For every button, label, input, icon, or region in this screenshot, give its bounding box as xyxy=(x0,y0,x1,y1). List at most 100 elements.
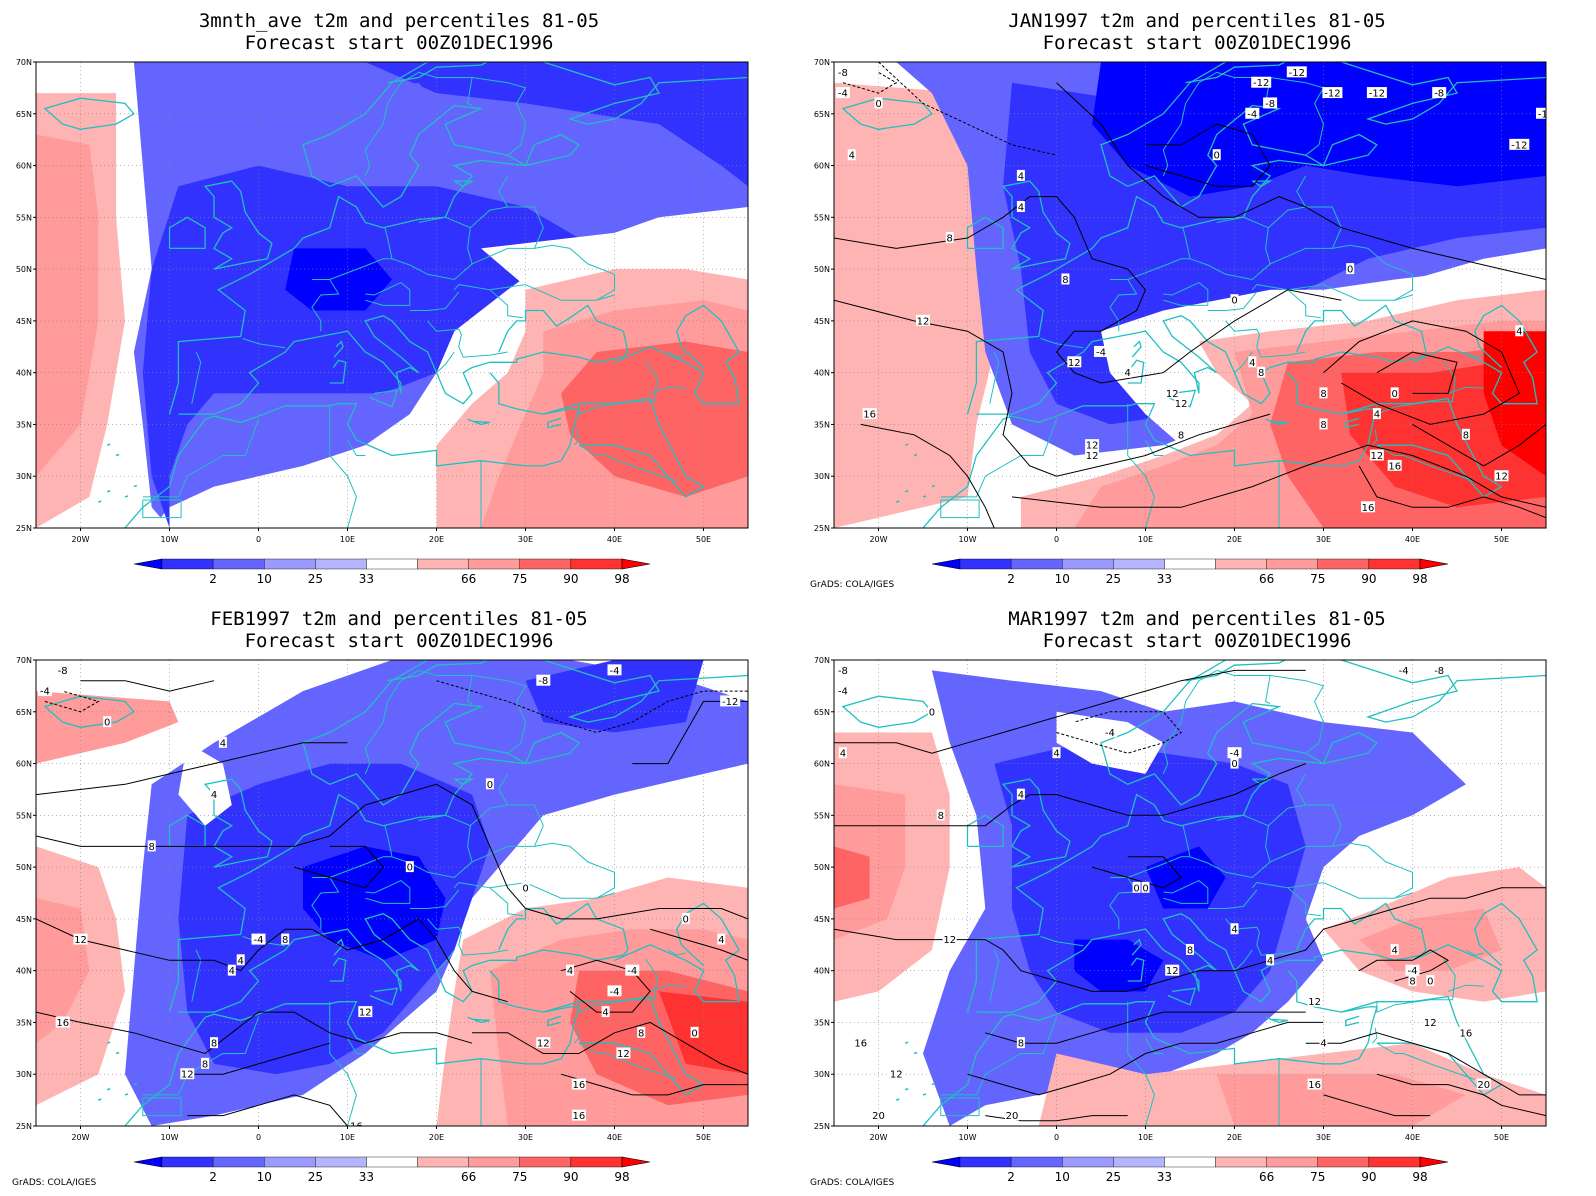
contour-label: 12 xyxy=(1175,399,1188,410)
lat-tick-label: 65N xyxy=(16,708,32,717)
contour-label: 12 xyxy=(181,1070,194,1081)
border-line xyxy=(329,1001,357,1126)
border-line xyxy=(1189,216,1271,281)
coastline xyxy=(922,372,1378,528)
contour-label-bg xyxy=(1177,428,1186,440)
coastline xyxy=(453,180,475,188)
contour-label-bg xyxy=(835,664,850,676)
contour-label: 4 xyxy=(1267,956,1273,967)
border-line xyxy=(574,1027,580,1044)
contour-label-bg xyxy=(835,685,850,697)
contour-line xyxy=(834,299,1271,477)
contour-label: 8 xyxy=(1320,389,1326,400)
contour-label: 0 xyxy=(691,1028,697,1039)
border-line xyxy=(365,880,411,904)
lon-tick-label: 50E xyxy=(696,1133,711,1142)
coastline xyxy=(387,660,748,723)
lon-tick-label: 20E xyxy=(429,1133,444,1142)
contour-line xyxy=(834,887,1546,992)
island xyxy=(124,1093,129,1096)
contour-label: -8 xyxy=(1434,89,1444,100)
border-line xyxy=(649,984,686,992)
contour-label-bg xyxy=(1132,881,1141,893)
contour-label: 8 xyxy=(1187,945,1193,956)
coastline xyxy=(203,180,273,270)
coastline xyxy=(329,359,347,384)
contour-label: -4 xyxy=(838,687,848,698)
lat-tick-label: 35N xyxy=(814,420,830,429)
border-line xyxy=(1163,880,1209,904)
contour-label: 12 xyxy=(1166,389,1179,400)
contour-label-bg xyxy=(1248,356,1257,368)
lon-tick-label: 40E xyxy=(607,535,622,544)
lat-tick-label: 55N xyxy=(16,213,32,222)
contour-label-bg xyxy=(1307,1078,1322,1090)
contour-label-bg xyxy=(1390,387,1399,399)
contour-line xyxy=(1323,320,1520,425)
border-line xyxy=(1287,284,1413,301)
map-frame xyxy=(833,61,1547,529)
contour-label: 16 xyxy=(350,1122,363,1133)
contour-line xyxy=(560,1073,748,1096)
contour-label: 0 xyxy=(1392,389,1398,400)
contour-label-bg xyxy=(1515,325,1524,337)
contour-line xyxy=(1358,949,1450,982)
legend-label: 25 xyxy=(1106,572,1121,586)
legend-label: 33 xyxy=(359,572,374,586)
legend-label: 10 xyxy=(1055,572,1070,586)
border-line xyxy=(471,842,615,899)
contour-line xyxy=(1056,82,1546,280)
map-canvas: 70N 65N 60N 55N 50N 45N 40N 35N 30N 25N 20W 10W 0 10E… xyxy=(16,58,749,586)
island xyxy=(931,484,936,488)
legend-swatch xyxy=(1215,1156,1267,1168)
legend-label: 66 xyxy=(1259,1170,1274,1184)
contour-label: 12 xyxy=(617,1049,630,1060)
coastline xyxy=(1251,180,1273,188)
contour-line xyxy=(187,1094,348,1126)
lon-tick-label: 20E xyxy=(429,535,444,544)
lon-tick-label: 0 xyxy=(1054,1133,1059,1142)
contour-label: -4 xyxy=(610,666,620,677)
contour-label: 4 xyxy=(1249,358,1255,369)
contour-label-bg xyxy=(637,1026,646,1038)
legend-swatch xyxy=(417,558,469,570)
contour-label-bg xyxy=(1165,964,1180,976)
contour-label: -12 xyxy=(1289,68,1305,79)
contour-label-bg xyxy=(210,788,218,800)
contour-line xyxy=(967,1021,1324,1096)
contour-label-bg xyxy=(616,1047,631,1059)
contour-label-bg xyxy=(1102,726,1117,738)
map-area xyxy=(36,62,748,528)
border-line xyxy=(1372,429,1378,446)
lat-tick-label: 30N xyxy=(814,472,830,481)
contour-line xyxy=(1145,123,1271,187)
contour-label: -4 xyxy=(1230,749,1240,760)
panel-jan1997: JAN1997 t2m and percentiles 81-05 Foreca… xyxy=(798,0,1596,598)
contour-label: 20 xyxy=(1477,1080,1490,1091)
lat-tick-label: 35N xyxy=(16,1018,32,1027)
lat-tick-label: 70N xyxy=(16,656,32,665)
contour-line xyxy=(472,1021,748,1075)
coastline xyxy=(1412,304,1538,405)
contour-label: 4 xyxy=(1125,368,1131,379)
border-line xyxy=(191,351,202,404)
lon-tick-label: 20E xyxy=(1227,1133,1242,1142)
contour-label-bg xyxy=(521,881,530,893)
contour-label: -12 xyxy=(1511,140,1527,151)
contour-line xyxy=(187,1042,330,1075)
contour-label-bg xyxy=(607,985,622,997)
border-line xyxy=(365,282,411,306)
border-line xyxy=(347,1037,366,1054)
coastline xyxy=(124,372,580,528)
contour-label: 0 xyxy=(1427,977,1433,988)
lon-tick-label: 20E xyxy=(1227,535,1242,544)
contour-label: 4 xyxy=(1374,410,1380,421)
legend-label: 66 xyxy=(461,572,476,586)
contour-label-bg xyxy=(862,408,877,420)
coastline xyxy=(369,389,399,408)
legend-swatch xyxy=(1266,1156,1318,1168)
border-line xyxy=(364,669,419,775)
lat-tick-label: 70N xyxy=(814,58,830,67)
contour-label: 8 xyxy=(1463,430,1469,441)
